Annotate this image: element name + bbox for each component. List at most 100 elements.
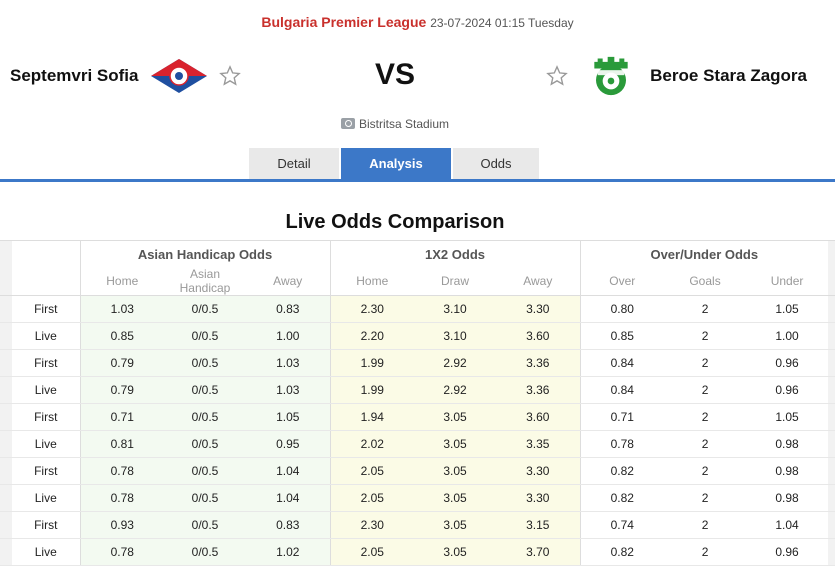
- odds-cell[interactable]: 0.78: [579, 430, 665, 458]
- odds-cell[interactable]: 2: [664, 430, 747, 458]
- odds-cell[interactable]: 0.71: [579, 403, 665, 431]
- odds-cell[interactable]: 2: [664, 376, 747, 404]
- odds-cell[interactable]: 0.83: [246, 511, 330, 539]
- odds-cell[interactable]: 0.81: [79, 430, 164, 458]
- odds-cell[interactable]: 2: [664, 511, 747, 539]
- odds-cell[interactable]: 0/0.5: [164, 295, 246, 323]
- odds-cell[interactable]: 2.92: [414, 349, 496, 377]
- odds-cell[interactable]: 2.05: [329, 457, 414, 485]
- odds-cell[interactable]: 2.20: [329, 322, 414, 350]
- odds-cell[interactable]: 0.93: [79, 511, 164, 539]
- odds-cell[interactable]: 3.05: [414, 484, 496, 512]
- odds-cell[interactable]: 0.78: [79, 457, 164, 485]
- odds-cell[interactable]: 2: [664, 457, 747, 485]
- favorite-star-icon[interactable]: [218, 65, 241, 87]
- odds-cell[interactable]: 1.04: [246, 484, 330, 512]
- odds-cell[interactable]: 2: [664, 349, 747, 377]
- odds-cell[interactable]: 0/0.5: [164, 430, 246, 458]
- odds-cell[interactable]: 0/0.5: [164, 457, 246, 485]
- odds-cell[interactable]: 3.05: [414, 457, 496, 485]
- odds-cell[interactable]: 1.04: [746, 511, 829, 539]
- odds-cell[interactable]: 0/0.5: [164, 538, 246, 566]
- row-type: First: [12, 295, 80, 323]
- odds-cell[interactable]: 3.05: [414, 430, 496, 458]
- odds-cell[interactable]: 0.85: [79, 322, 164, 350]
- tab-analysis[interactable]: Analysis: [341, 148, 451, 179]
- odds-cell[interactable]: 0.79: [79, 376, 164, 404]
- tab-odds[interactable]: Odds: [453, 148, 539, 179]
- odds-cell[interactable]: 2: [664, 484, 747, 512]
- odds-cell[interactable]: 3.05: [414, 511, 496, 539]
- favorite-star-icon[interactable]: [546, 65, 568, 87]
- odds-cell[interactable]: 1.04: [246, 457, 330, 485]
- odds-cell[interactable]: 0/0.5: [164, 376, 246, 404]
- odds-cell[interactable]: 1.00: [246, 322, 330, 350]
- row-type: First: [12, 349, 80, 377]
- league-name[interactable]: Bulgaria Premier League: [261, 14, 427, 30]
- odds-cell[interactable]: 2.02: [329, 430, 414, 458]
- odds-cell[interactable]: 3.70: [496, 538, 581, 566]
- odds-cell[interactable]: 1.05: [246, 403, 330, 431]
- odds-cell[interactable]: 3.36: [496, 376, 581, 404]
- odds-cell[interactable]: 2.30: [329, 295, 414, 323]
- away-team-name[interactable]: Beroe Stara Zagora: [650, 66, 807, 85]
- odds-cell[interactable]: 0.96: [746, 349, 829, 377]
- odds-cell[interactable]: 2.30: [329, 511, 414, 539]
- odds-cell[interactable]: 1.99: [329, 376, 414, 404]
- odds-cell[interactable]: 0/0.5: [164, 403, 246, 431]
- odds-cell[interactable]: 0.98: [746, 484, 829, 512]
- odds-cell[interactable]: 0.82: [579, 538, 665, 566]
- odds-cell[interactable]: 1.99: [329, 349, 414, 377]
- odds-cell[interactable]: 0.84: [579, 349, 665, 377]
- odds-cell[interactable]: 3.05: [414, 538, 496, 566]
- odds-cell[interactable]: 0.82: [579, 457, 665, 485]
- odds-cell[interactable]: 1.03: [246, 349, 330, 377]
- odds-cell[interactable]: 3.30: [496, 295, 581, 323]
- odds-cell[interactable]: 0.95: [246, 430, 330, 458]
- odds-cell[interactable]: 1.00: [746, 322, 829, 350]
- odds-cell[interactable]: 2.05: [329, 484, 414, 512]
- tab-detail[interactable]: Detail: [249, 148, 339, 179]
- odds-cell[interactable]: 0.79: [79, 349, 164, 377]
- odds-cell[interactable]: 0.85: [579, 322, 665, 350]
- odds-cell[interactable]: 1.05: [746, 403, 829, 431]
- odds-cell[interactable]: 0.98: [746, 430, 829, 458]
- odds-cell[interactable]: 1.05: [746, 295, 829, 323]
- odds-cell[interactable]: 3.30: [496, 484, 581, 512]
- odds-cell[interactable]: 2: [664, 322, 747, 350]
- odds-cell[interactable]: 2.92: [414, 376, 496, 404]
- odds-cell[interactable]: 3.60: [496, 403, 581, 431]
- odds-cell[interactable]: 0.98: [746, 457, 829, 485]
- odds-cell[interactable]: 0.78: [79, 538, 164, 566]
- home-team-name[interactable]: Septemvri Sofia: [10, 66, 139, 85]
- odds-cell[interactable]: 0.74: [579, 511, 665, 539]
- odds-cell[interactable]: 1.03: [246, 376, 330, 404]
- odds-cell[interactable]: 0/0.5: [164, 322, 246, 350]
- odds-cell[interactable]: 3.10: [414, 322, 496, 350]
- odds-cell[interactable]: 3.05: [414, 403, 496, 431]
- odds-cell[interactable]: 0.71: [79, 403, 164, 431]
- odds-cell[interactable]: 3.15: [496, 511, 581, 539]
- odds-cell[interactable]: 0.96: [746, 376, 829, 404]
- odds-cell[interactable]: 2: [664, 295, 747, 323]
- odds-cell[interactable]: 1.03: [79, 295, 164, 323]
- odds-cell[interactable]: 3.30: [496, 457, 581, 485]
- odds-cell[interactable]: 3.60: [496, 322, 581, 350]
- odds-cell[interactable]: 0/0.5: [164, 349, 246, 377]
- odds-cell[interactable]: 0.80: [579, 295, 665, 323]
- odds-cell[interactable]: 0/0.5: [164, 484, 246, 512]
- odds-cell[interactable]: 0.84: [579, 376, 665, 404]
- odds-cell[interactable]: 2: [664, 403, 747, 431]
- odds-cell[interactable]: 2.05: [329, 538, 414, 566]
- odds-cell[interactable]: 0.83: [246, 295, 330, 323]
- odds-cell[interactable]: 3.36: [496, 349, 581, 377]
- odds-cell[interactable]: 0.78: [79, 484, 164, 512]
- odds-cell[interactable]: 3.10: [414, 295, 496, 323]
- odds-cell[interactable]: 0/0.5: [164, 511, 246, 539]
- odds-cell[interactable]: 0.82: [579, 484, 665, 512]
- odds-cell[interactable]: 2: [664, 538, 747, 566]
- odds-cell[interactable]: 1.02: [246, 538, 330, 566]
- odds-cell[interactable]: 3.35: [496, 430, 581, 458]
- odds-cell[interactable]: 0.96: [746, 538, 829, 566]
- odds-cell[interactable]: 1.94: [329, 403, 414, 431]
